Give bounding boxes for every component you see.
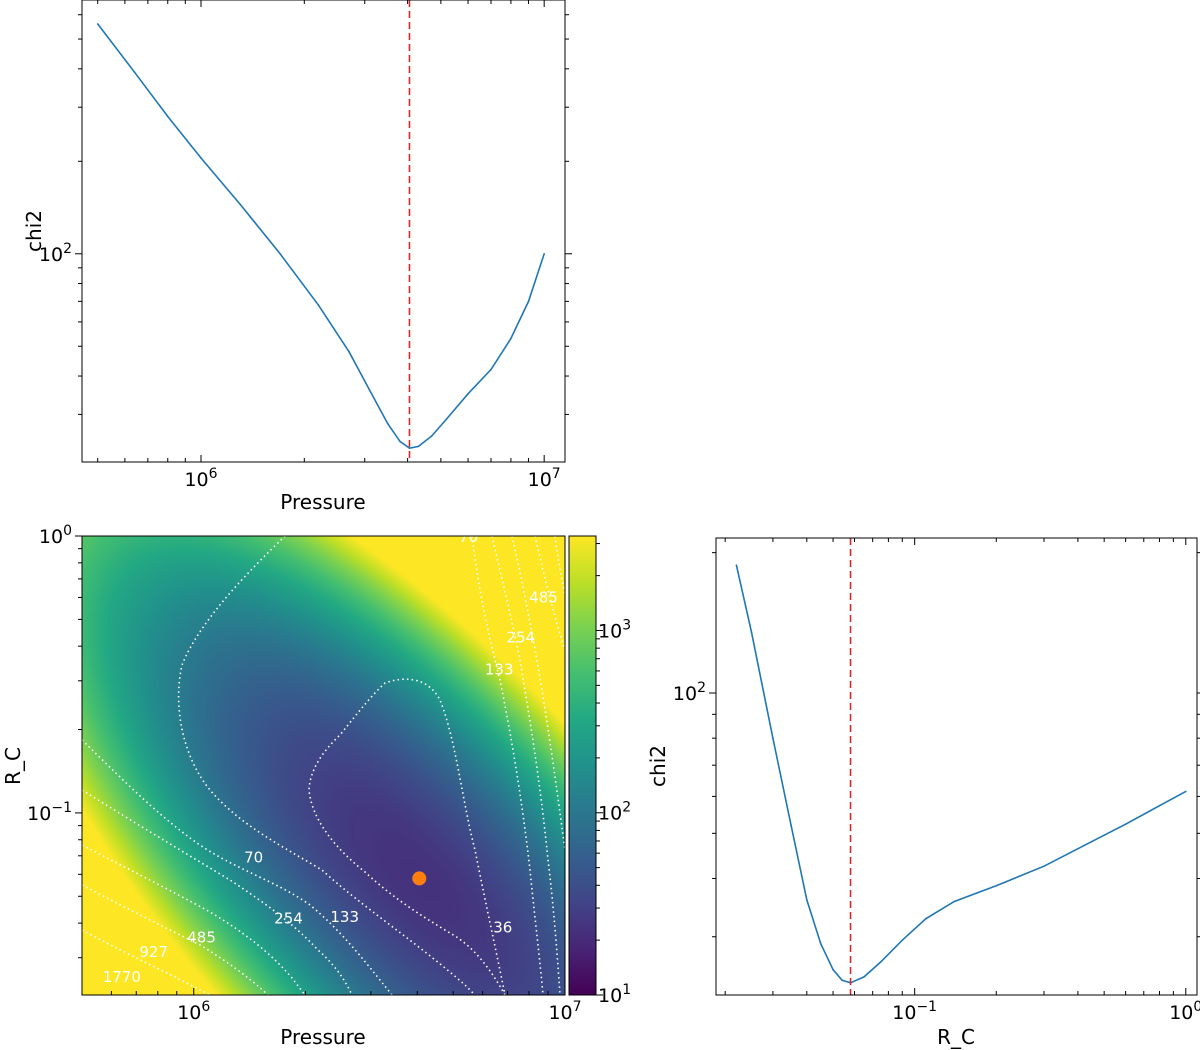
br-data-point bbox=[863, 976, 865, 978]
br-data-point bbox=[1124, 823, 1127, 825]
tl-x-tick-label: 106 bbox=[184, 466, 217, 491]
contour-label: 927 bbox=[139, 943, 168, 961]
tl-data-point bbox=[166, 115, 169, 118]
tl-data-point bbox=[467, 393, 469, 395]
tl-data-point bbox=[543, 253, 545, 255]
br-data-point bbox=[832, 968, 834, 971]
contour-label: 70 bbox=[459, 528, 478, 546]
tl-data-point bbox=[348, 350, 350, 353]
hm-plot-area: 70 254 133 485 927 1770 36 133 254 485 70 bbox=[82, 528, 565, 995]
contour-485-right bbox=[534, 536, 565, 651]
tl-data-point bbox=[417, 445, 420, 448]
br-ticks: 10−1 100 102 bbox=[673, 538, 1200, 1024]
br-data-point bbox=[1158, 804, 1161, 807]
tl-data-point bbox=[399, 440, 401, 443]
tl-data-point bbox=[445, 418, 448, 420]
contour-labels: 70 254 133 485 927 1770 36 133 254 485 70 bbox=[103, 528, 558, 986]
contour-927 bbox=[82, 884, 269, 995]
br-y-axis-label: chi2 bbox=[646, 745, 670, 787]
br-data-point bbox=[1043, 865, 1045, 867]
br-axes-frame bbox=[715, 537, 1198, 996]
tl-data-point bbox=[510, 337, 512, 340]
tl-data-point bbox=[200, 157, 202, 159]
br-data-point bbox=[953, 900, 956, 903]
br-data-point bbox=[806, 899, 808, 901]
tl-data-point bbox=[386, 422, 389, 425]
br-data-point bbox=[995, 884, 998, 887]
tl-data-point bbox=[96, 23, 99, 25]
contour-label: 133 bbox=[485, 660, 514, 678]
contour-lines bbox=[82, 536, 565, 995]
best-fit-marker bbox=[412, 871, 427, 886]
colorbar-tick-label: 103 bbox=[598, 617, 631, 642]
hm-axes-frame bbox=[81, 535, 566, 996]
contour-label: 254 bbox=[506, 629, 535, 647]
tl-data-point bbox=[133, 71, 136, 73]
contour-label: 485 bbox=[187, 929, 216, 947]
hm-x-tick-label: 106 bbox=[177, 999, 210, 1024]
br-data-point bbox=[901, 939, 904, 941]
tl-data-point bbox=[490, 368, 492, 371]
hm-x-axis-label: Pressure bbox=[280, 1025, 365, 1049]
contour-254 bbox=[82, 789, 353, 995]
tl-axes-frame bbox=[81, 0, 566, 463]
contour-label: 254 bbox=[274, 910, 303, 928]
br-data-point bbox=[1185, 790, 1187, 793]
tl-x-axis-label: Pressure bbox=[280, 490, 365, 514]
tl-x-tick-label: 107 bbox=[528, 466, 561, 491]
contour-label: 36 bbox=[493, 919, 512, 937]
br-data-point bbox=[1091, 840, 1093, 843]
contour-485 bbox=[82, 844, 306, 995]
br-plot-area bbox=[735, 538, 1187, 995]
br-data-point bbox=[735, 564, 738, 566]
panel-bottom-right: 10−1 100 102 R_C chi2 bbox=[646, 537, 1200, 1049]
br-x-tick-label: 100 bbox=[1169, 999, 1200, 1024]
tl-chi2-curve bbox=[97, 23, 545, 449]
tl-y-axis-label: chi2 bbox=[22, 210, 46, 252]
contour-label: 485 bbox=[529, 588, 558, 606]
br-y-tick-label: 102 bbox=[673, 680, 706, 705]
tl-data-point bbox=[527, 300, 530, 303]
br-data-point bbox=[925, 917, 927, 920]
tl-data-point bbox=[279, 253, 281, 255]
colorbar bbox=[569, 536, 596, 995]
contour-927-right bbox=[554, 536, 565, 596]
contour-label: 70 bbox=[244, 849, 263, 867]
contour-label: 1770 bbox=[103, 968, 141, 986]
br-x-tick-label: 10−1 bbox=[892, 999, 937, 1024]
contour-label: 133 bbox=[330, 908, 359, 926]
colorbar-ticks: 101 102 103 bbox=[596, 543, 631, 1007]
hm-y-axis-label: R_C bbox=[1, 747, 25, 785]
br-data-point bbox=[880, 961, 882, 963]
hm-y-tick-label: 10−1 bbox=[27, 800, 72, 825]
heatmap-image bbox=[82, 536, 565, 995]
hm-ticks: 106 107 10−1 100 bbox=[27, 523, 581, 1024]
tl-y-tick-label: 102 bbox=[39, 241, 72, 266]
tl-ticks: 106 107 102 bbox=[39, 0, 572, 491]
br-data-point bbox=[772, 737, 774, 739]
br-chi2-curve bbox=[735, 565, 1187, 984]
tl-data-point bbox=[408, 447, 411, 449]
br-data-point bbox=[750, 631, 753, 633]
br-data-point bbox=[841, 979, 843, 982]
tl-data-point bbox=[239, 203, 241, 205]
colorbar-tick-label: 101 bbox=[598, 982, 631, 1007]
panel-top-left: 106 107 102 Pressure chi2 bbox=[22, 0, 572, 514]
tl-plot-area bbox=[96, 0, 545, 462]
br-data-point bbox=[790, 824, 792, 827]
hm-x-tick-label: 107 bbox=[548, 999, 581, 1024]
contour-254-right bbox=[511, 536, 565, 851]
contour-36 bbox=[308, 678, 506, 995]
colorbar-tick-label: 102 bbox=[598, 800, 631, 825]
tl-data-point bbox=[430, 435, 433, 437]
tl-data-point bbox=[368, 389, 371, 391]
hm-y-tick-label: 100 bbox=[39, 523, 72, 548]
colorbar-frame bbox=[568, 535, 597, 996]
tl-data-point bbox=[317, 304, 320, 307]
br-data-point bbox=[819, 942, 822, 945]
br-x-axis-label: R_C bbox=[937, 1025, 975, 1049]
